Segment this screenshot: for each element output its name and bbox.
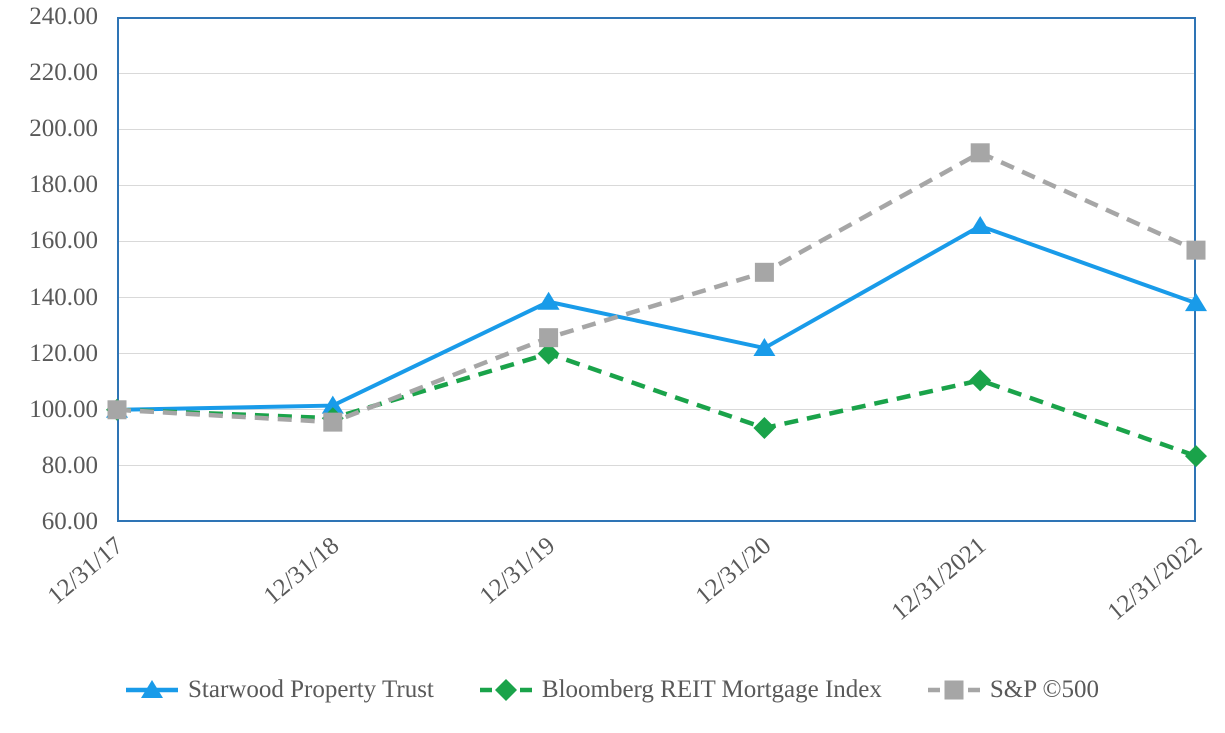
legend-label: S&P ©500: [989, 676, 1099, 703]
legend-label: Bloomberg REIT Mortgage Index: [541, 676, 882, 703]
y-axis-tick-label: 100.00: [29, 395, 98, 423]
legend-item-s-p-500: S&P ©500: [927, 676, 1099, 704]
x-axis-tick-label: 12/31/2022: [1102, 532, 1208, 626]
x-axis-tick-label: 12/31/17: [42, 532, 129, 610]
legend: Starwood Property Trust Bloomberg REIT Mo…: [0, 668, 1225, 712]
triangle-legend-marker-icon: [126, 680, 179, 698]
y-axis-tick-label: 200.00: [29, 115, 98, 143]
gridline: [117, 465, 1196, 467]
legend-label: Starwood Property Trust: [188, 676, 434, 703]
y-axis-tick-label: 80.00: [41, 451, 98, 479]
y-axis-tick-label: 140.00: [29, 283, 98, 311]
gridline: [117, 128, 1196, 130]
x-axis-tick-label: 12/31/19: [474, 532, 560, 610]
legend-item-starwood-property-trust: Starwood Property Trust: [126, 676, 434, 704]
legend-item-bloomberg-reit-mortgage-index: Bloomberg REIT Mortgage Index: [479, 676, 882, 704]
x-axis-tick-label: 12/31/20: [690, 532, 776, 610]
square-legend-marker-icon: [927, 680, 980, 700]
y-axis-tick-label: 180.00: [29, 171, 98, 199]
y-axis-tick-label: 120.00: [29, 339, 98, 367]
y-axis-tick-label: 160.00: [29, 227, 98, 255]
x-axis-tick-label: 12/31/2021: [886, 532, 992, 626]
y-axis-tick-label: 240.00: [29, 3, 98, 30]
plot-area-border: [117, 17, 1196, 522]
gridline: [117, 72, 1196, 74]
y-axis-tick-label: 60.00: [41, 508, 98, 535]
y-axis-tick-label: 220.00: [29, 59, 98, 87]
x-axis-tick-label: 12/31/18: [258, 532, 345, 610]
diamond-legend-marker-icon: [479, 679, 532, 701]
